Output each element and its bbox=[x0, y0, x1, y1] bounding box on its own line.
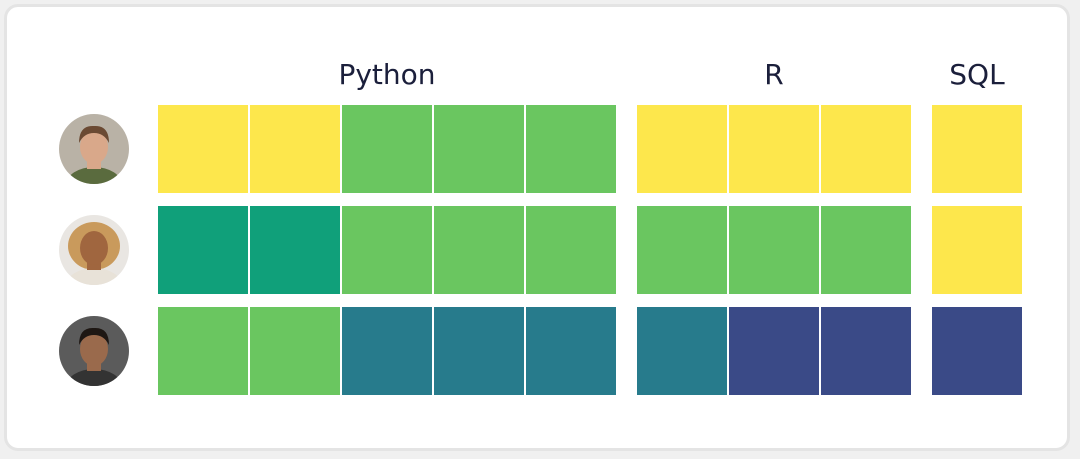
heatmap-cell-r1-c3 bbox=[434, 206, 524, 294]
column-group-label-1: R bbox=[764, 58, 783, 91]
heatmap-cell-r2-c2 bbox=[342, 307, 432, 395]
heatmap-cell-r2-c7 bbox=[821, 307, 911, 395]
heatmap-cell-r2-c0 bbox=[158, 307, 248, 395]
heatmap-cell-r0-c1 bbox=[250, 105, 340, 193]
heatmap-cell-r2-c8 bbox=[932, 307, 1022, 395]
column-group-label-2: SQL bbox=[949, 58, 1005, 91]
heatmap-cell-r1-c5 bbox=[637, 206, 727, 294]
heatmap-cell-r2-c4 bbox=[526, 307, 616, 395]
heatmap-cell-r0-c2 bbox=[342, 105, 432, 193]
heatmap-cell-r1-c8 bbox=[932, 206, 1022, 294]
heatmap-cell-r0-c5 bbox=[637, 105, 727, 193]
column-group-label-0: Python bbox=[338, 58, 435, 91]
avatar-2 bbox=[59, 215, 129, 285]
heatmap-cell-r2-c6 bbox=[729, 307, 819, 395]
heatmap-cell-r1-c0 bbox=[158, 206, 248, 294]
avatar-3 bbox=[59, 316, 129, 386]
avatar-1 bbox=[59, 114, 129, 184]
heatmap-cell-r2-c3 bbox=[434, 307, 524, 395]
heatmap-cell-r1-c4 bbox=[526, 206, 616, 294]
heatmap-cell-r0-c3 bbox=[434, 105, 524, 193]
heatmap-cell-r1-c6 bbox=[729, 206, 819, 294]
heatmap-cell-r0-c8 bbox=[932, 105, 1022, 193]
heatmap-cell-r0-c7 bbox=[821, 105, 911, 193]
heatmap-cell-r1-c2 bbox=[342, 206, 432, 294]
heatmap-cell-r0-c6 bbox=[729, 105, 819, 193]
heatmap-cell-r1-c7 bbox=[821, 206, 911, 294]
heatmap-cell-r2-c1 bbox=[250, 307, 340, 395]
heatmap-cell-r2-c5 bbox=[637, 307, 727, 395]
heatmap-cell-r1-c1 bbox=[250, 206, 340, 294]
heatmap-cell-r0-c4 bbox=[526, 105, 616, 193]
heatmap-cell-r0-c0 bbox=[158, 105, 248, 193]
